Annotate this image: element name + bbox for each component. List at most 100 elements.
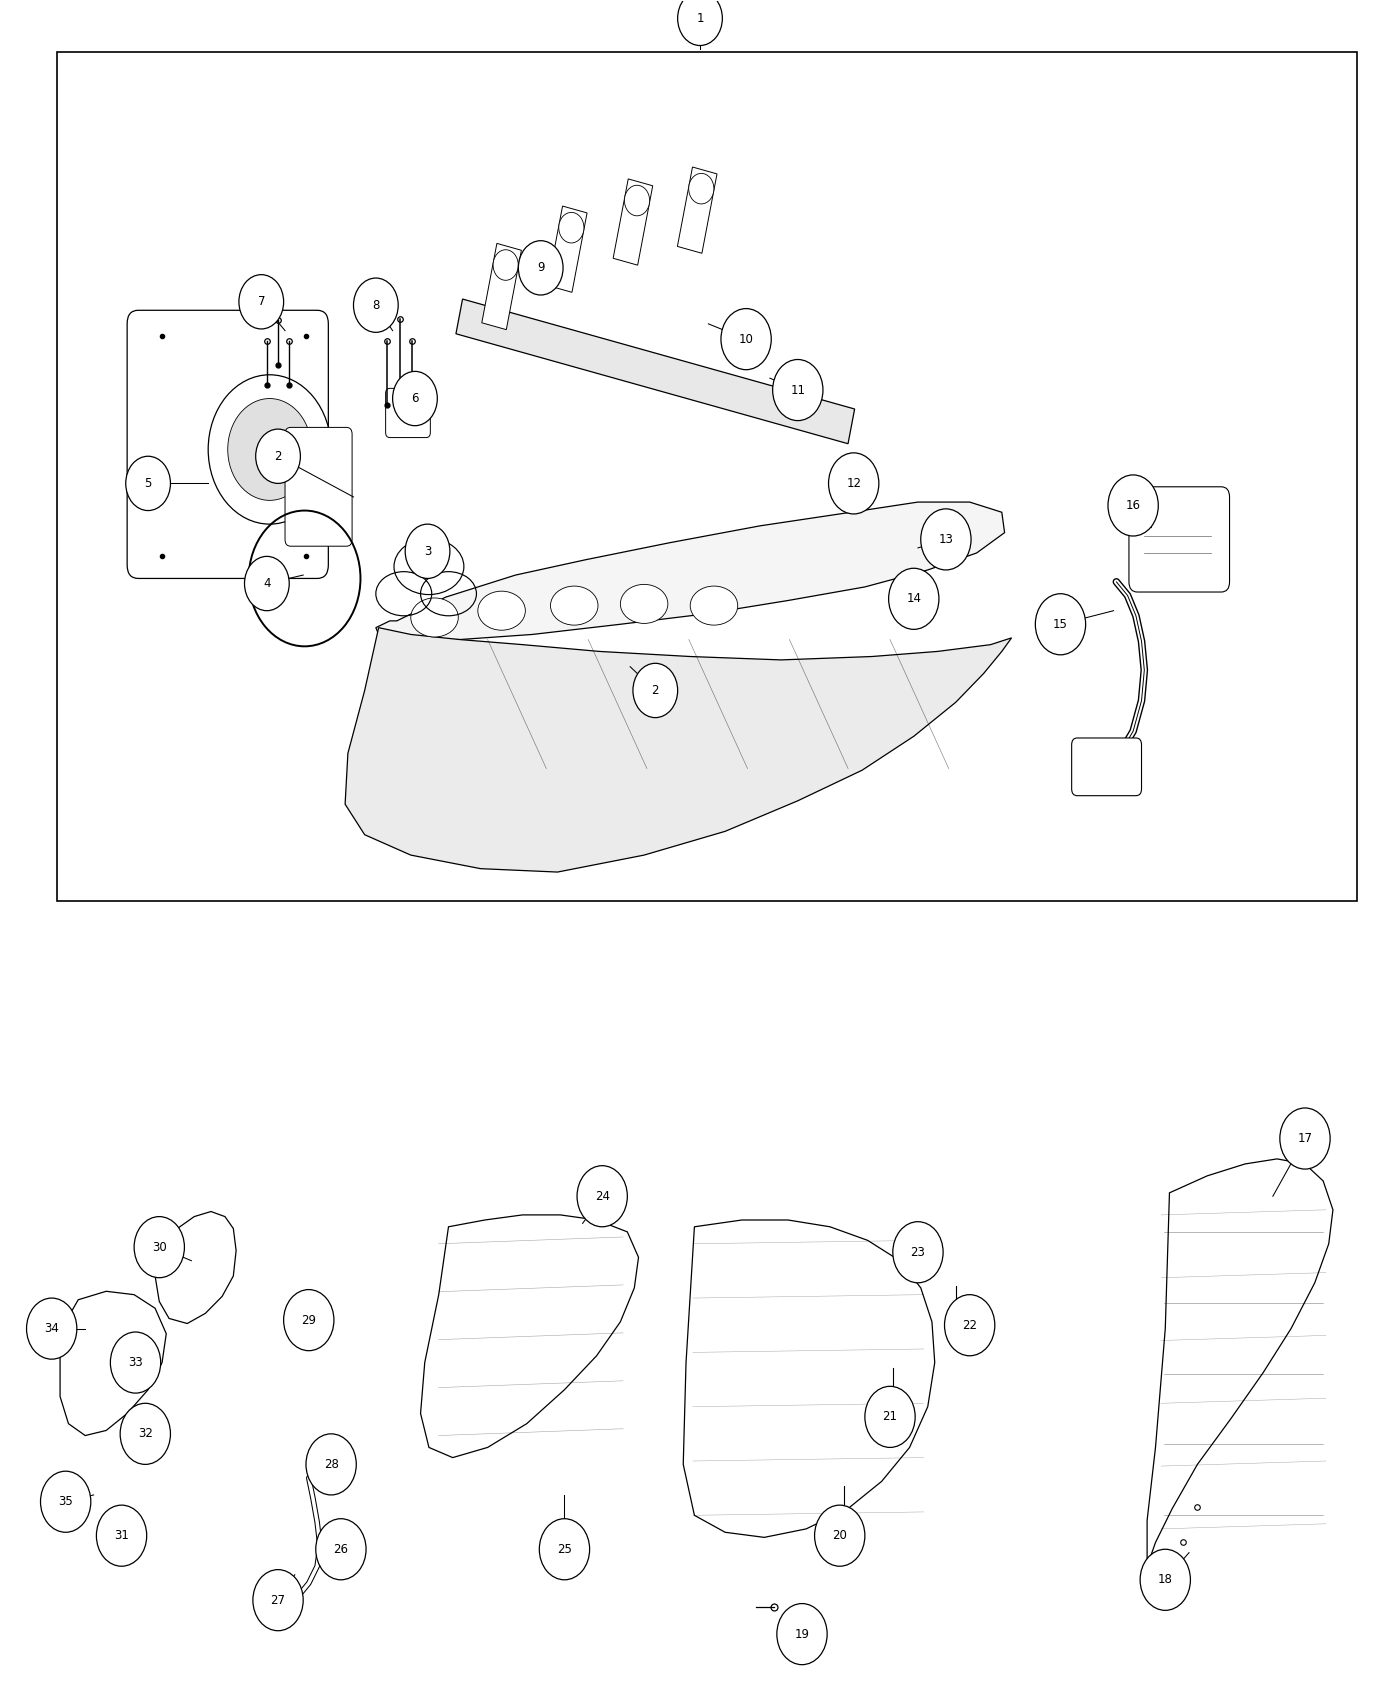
Text: 23: 23	[910, 1246, 925, 1258]
Polygon shape	[420, 1216, 638, 1457]
Text: 5: 5	[144, 478, 151, 490]
Text: 31: 31	[115, 1530, 129, 1542]
Bar	[57, 53, 1357, 901]
Circle shape	[405, 524, 449, 578]
Circle shape	[1280, 1108, 1330, 1170]
Circle shape	[624, 185, 650, 216]
Circle shape	[815, 1504, 865, 1566]
Circle shape	[41, 1470, 91, 1532]
Text: 29: 29	[301, 1314, 316, 1326]
Text: 25: 25	[557, 1544, 573, 1556]
Text: 6: 6	[412, 393, 419, 405]
FancyBboxPatch shape	[385, 388, 430, 437]
Polygon shape	[60, 1292, 167, 1435]
Circle shape	[120, 1402, 171, 1464]
Text: 21: 21	[882, 1411, 897, 1423]
Polygon shape	[346, 627, 1012, 872]
Polygon shape	[456, 299, 854, 444]
Circle shape	[134, 1217, 185, 1278]
Circle shape	[253, 1569, 304, 1630]
Circle shape	[353, 279, 398, 332]
Text: 17: 17	[1298, 1132, 1312, 1146]
Circle shape	[893, 1222, 944, 1284]
FancyBboxPatch shape	[1071, 738, 1141, 796]
Circle shape	[889, 568, 939, 629]
Circle shape	[27, 1299, 77, 1360]
Text: 20: 20	[832, 1530, 847, 1542]
Ellipse shape	[550, 586, 598, 626]
FancyBboxPatch shape	[1128, 486, 1229, 592]
Circle shape	[539, 1518, 589, 1579]
Circle shape	[209, 374, 332, 524]
Polygon shape	[482, 243, 521, 330]
Text: 4: 4	[263, 576, 270, 590]
Text: 22: 22	[962, 1319, 977, 1331]
Circle shape	[245, 556, 290, 610]
Text: 32: 32	[137, 1428, 153, 1440]
Text: 35: 35	[59, 1496, 73, 1508]
Text: 7: 7	[258, 296, 265, 308]
Circle shape	[1107, 474, 1158, 536]
Circle shape	[689, 173, 714, 204]
Polygon shape	[678, 167, 717, 253]
Circle shape	[111, 1333, 161, 1392]
FancyBboxPatch shape	[127, 311, 329, 578]
Text: 8: 8	[372, 299, 379, 311]
Text: 12: 12	[846, 478, 861, 490]
Text: 19: 19	[794, 1627, 809, 1640]
Text: 11: 11	[791, 384, 805, 396]
Circle shape	[721, 309, 771, 369]
Circle shape	[945, 1295, 995, 1357]
Ellipse shape	[410, 598, 458, 638]
Circle shape	[559, 212, 584, 243]
Circle shape	[577, 1166, 627, 1227]
Text: 15: 15	[1053, 617, 1068, 631]
Text: 28: 28	[323, 1459, 339, 1470]
Circle shape	[829, 452, 879, 513]
Text: 2: 2	[651, 683, 659, 697]
Circle shape	[1036, 593, 1085, 654]
Circle shape	[1140, 1549, 1190, 1610]
Circle shape	[307, 1433, 356, 1494]
Text: 3: 3	[424, 544, 431, 558]
FancyBboxPatch shape	[286, 427, 351, 546]
Text: 26: 26	[333, 1544, 349, 1556]
Text: 10: 10	[739, 333, 753, 345]
Polygon shape	[155, 1212, 237, 1324]
Text: 1: 1	[696, 12, 704, 26]
Circle shape	[256, 428, 301, 483]
Text: 14: 14	[906, 592, 921, 605]
Circle shape	[316, 1518, 365, 1579]
Circle shape	[126, 456, 171, 510]
Text: 24: 24	[595, 1190, 609, 1202]
Text: 2: 2	[274, 450, 281, 462]
Polygon shape	[547, 206, 587, 292]
Circle shape	[228, 398, 312, 500]
Ellipse shape	[620, 585, 668, 624]
Ellipse shape	[477, 592, 525, 631]
Text: 9: 9	[538, 262, 545, 274]
Ellipse shape	[690, 586, 738, 626]
Polygon shape	[375, 502, 1005, 639]
Circle shape	[493, 250, 518, 280]
Text: 16: 16	[1126, 500, 1141, 512]
Text: 30: 30	[151, 1241, 167, 1253]
Circle shape	[392, 371, 437, 425]
Circle shape	[777, 1603, 827, 1664]
Text: 33: 33	[129, 1357, 143, 1369]
Circle shape	[284, 1290, 335, 1352]
Polygon shape	[1147, 1159, 1333, 1566]
Text: 27: 27	[270, 1593, 286, 1606]
Circle shape	[97, 1504, 147, 1566]
Circle shape	[633, 663, 678, 717]
Text: 34: 34	[45, 1323, 59, 1335]
Circle shape	[518, 241, 563, 296]
Circle shape	[773, 359, 823, 420]
Text: 13: 13	[938, 532, 953, 546]
Text: 18: 18	[1158, 1572, 1173, 1586]
Circle shape	[678, 0, 722, 46]
Polygon shape	[613, 178, 652, 265]
Circle shape	[921, 508, 972, 570]
Circle shape	[239, 275, 284, 330]
Circle shape	[865, 1386, 916, 1447]
